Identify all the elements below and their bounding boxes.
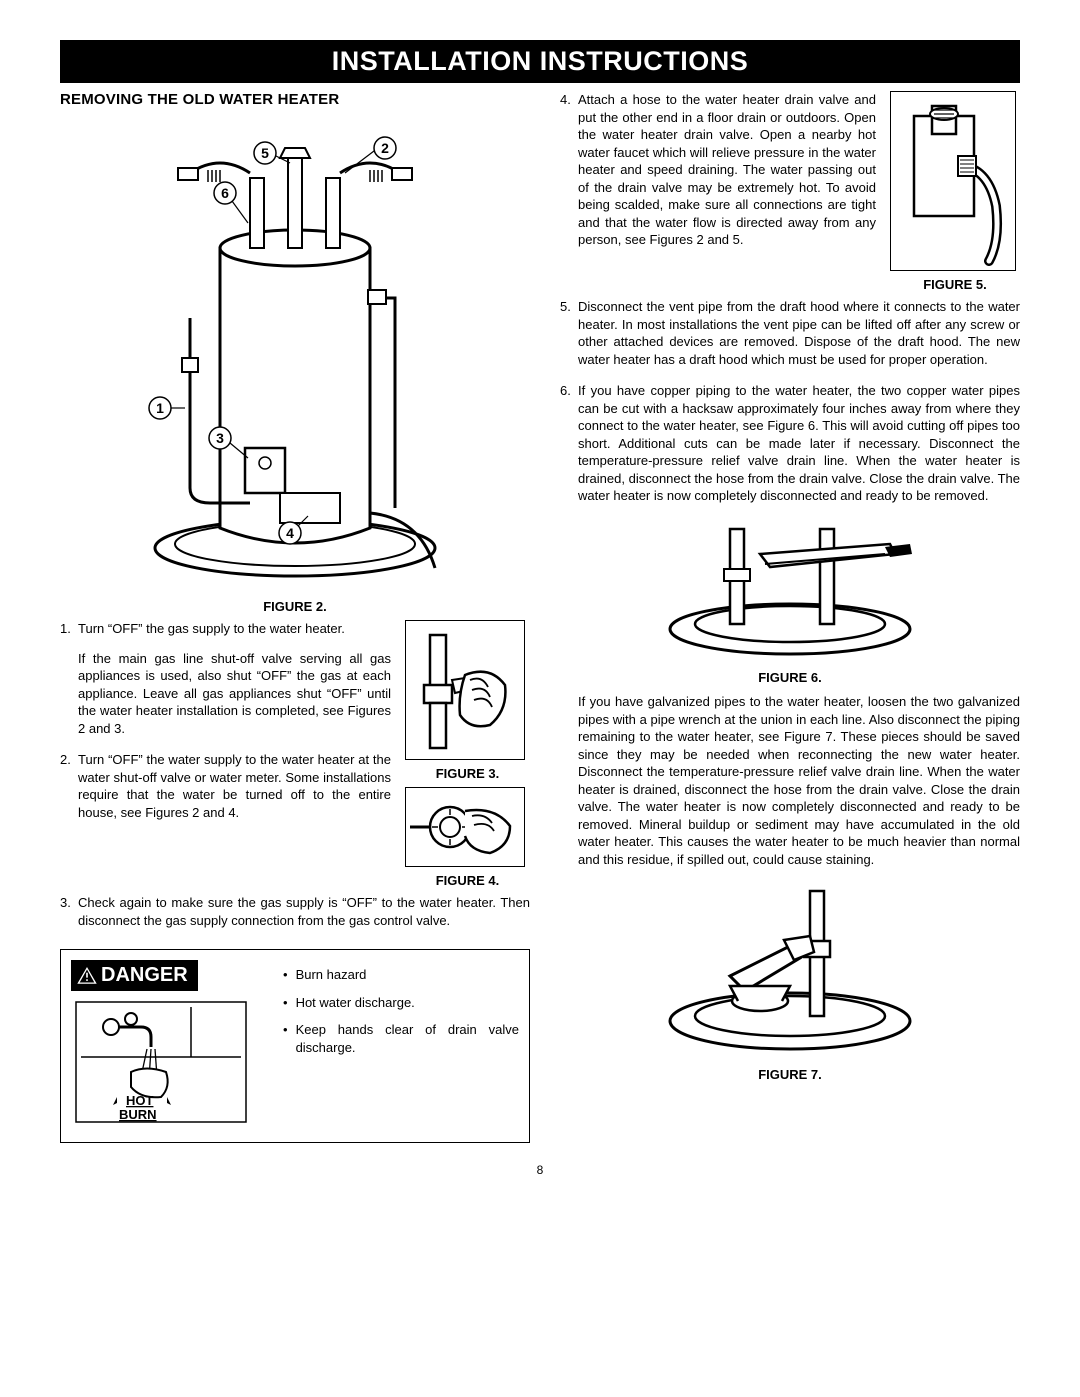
page-number: 8 (60, 1163, 1020, 1177)
pipe-wrench-icon (660, 886, 920, 1056)
two-column-layout: REMOVING THE OLD WATER HEATER (60, 91, 1020, 1143)
figure-3-illustration (405, 620, 525, 760)
warning-triangle-icon (77, 967, 97, 985)
svg-text:3: 3 (216, 430, 224, 446)
step-2-text: Turn “OFF” the water supply to the water… (78, 751, 391, 821)
burn-hazard-icon: HOT BURN (71, 997, 251, 1127)
step-2: 2. Turn “OFF” the water supply to the wa… (60, 751, 391, 821)
step-3-text: Check again to make sure the gas supply … (78, 894, 530, 929)
step-4: 4. Attach a hose to the water heater dra… (560, 91, 876, 249)
paragraph-after-6: If you have galvanized pipes to the wate… (560, 693, 1020, 868)
step-6-text: If you have copper piping to the water h… (578, 382, 1020, 505)
figure-7-caption: FIGURE 7. (560, 1067, 1020, 1082)
section-heading: REMOVING THE OLD WATER HEATER (60, 91, 530, 108)
drain-valve-hose-icon (894, 96, 1012, 266)
figure-6-illustration: FIGURE 6. (560, 519, 1020, 685)
figure-6-caption: FIGURE 6. (560, 670, 1020, 685)
danger-label: DANGER (71, 960, 198, 991)
figure-4-illustration (405, 787, 525, 867)
step-5: 5. Disconnect the vent pipe from the dra… (560, 298, 1020, 368)
svg-text:1: 1 (156, 400, 164, 416)
step-6: 6. If you have copper piping to the wate… (560, 382, 1020, 505)
svg-text:HOT: HOT (126, 1093, 154, 1108)
figure-2-illustration: 5 2 6 1 3 4 (60, 118, 530, 593)
figure-5-illustration (890, 91, 1016, 271)
danger-item-3: Keep hands clear of drain valve discharg… (283, 1021, 519, 1056)
step-3: 3. Check again to make sure the gas supp… (60, 894, 530, 929)
svg-text:6: 6 (221, 185, 229, 201)
step-1a-text: Turn “OFF” the gas supply to the water h… (78, 621, 345, 636)
danger-warning-box: DANGER (60, 949, 530, 1143)
figure-3-caption: FIGURE 3. (405, 766, 530, 781)
svg-text:5: 5 (261, 145, 269, 161)
svg-text:4: 4 (286, 525, 294, 541)
svg-text:2: 2 (381, 140, 389, 156)
figure-5-caption: FIGURE 5. (890, 277, 1020, 292)
left-column: REMOVING THE OLD WATER HEATER (60, 91, 530, 1143)
danger-item-1: Burn hazard (283, 966, 519, 984)
figure-2-caption: FIGURE 2. (60, 599, 530, 614)
hacksaw-pipe-icon (660, 519, 920, 659)
step-1b-text: If the main gas line shut-off valve serv… (78, 651, 391, 736)
step-4-text: Attach a hose to the water heater drain … (578, 91, 876, 249)
step-1: 1. Turn “OFF” the gas supply to the wate… (60, 620, 391, 737)
svg-text:BURN: BURN (119, 1107, 157, 1122)
figure-4-caption: FIGURE 4. (405, 873, 530, 888)
water-heater-diagram-icon: 5 2 6 1 3 4 (130, 118, 460, 588)
step-5-text: Disconnect the vent pipe from the draft … (578, 298, 1020, 368)
figure-7-illustration: FIGURE 7. (560, 886, 1020, 1082)
knob-hand-icon (410, 791, 520, 863)
valve-hand-icon (410, 625, 520, 755)
danger-item-2: Hot water discharge. (283, 994, 519, 1012)
right-column: 4. Attach a hose to the water heater dra… (560, 91, 1020, 1143)
banner-title: INSTALLATION INSTRUCTIONS (60, 40, 1020, 83)
danger-label-text: DANGER (101, 964, 188, 987)
